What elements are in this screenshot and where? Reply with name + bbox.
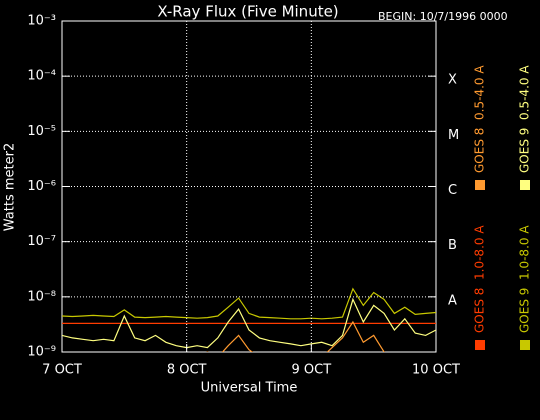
legend-label: GOES 8 1.0-8.0 A [473,225,487,333]
legend-label: GOES 9 1.0-8.0 A [518,225,532,333]
chart-title: X-Ray Flux (Five Minute) [157,3,338,21]
class-label: B [448,238,457,253]
x-tick-label: 8 OCT [167,363,207,378]
class-label: A [448,293,457,308]
x-axis-label: Universal Time [201,381,298,396]
chart-subtitle: BEGIN: 10/7/1996 0000 [378,10,508,23]
y-tick-label: 10⁻⁴ [27,69,56,84]
y-tick-label: 10⁻⁷ [27,234,56,249]
x-tick-label: 10 OCT [412,363,460,378]
class-label: C [448,183,457,198]
legend-swatch [475,340,485,350]
class-label: M [448,128,459,143]
plot-area [62,287,436,352]
series-line [62,297,436,349]
legend-label: GOES 8 0.5-4.0 A [473,65,487,173]
legend-swatch [475,180,485,190]
y-tick-label: 10⁻⁸ [27,289,56,304]
legend-label: GOES 9 0.5-4.0 A [518,65,532,173]
legend-swatch [520,340,530,350]
y-tick-label: 10⁻⁹ [27,345,56,360]
y-axis-label: Watts meter2 [3,143,18,231]
y-tick-label: 10⁻³ [27,14,56,29]
y-tick-label: 10⁻⁵ [27,124,56,139]
x-tick-label: 9 OCT [292,363,332,378]
legend-swatch [520,180,530,190]
series-line [62,287,436,320]
y-tick-label: 10⁻⁶ [27,179,56,194]
class-label: X [448,73,457,88]
x-tick-label: 7 OCT [42,363,82,378]
series-line [206,320,386,352]
